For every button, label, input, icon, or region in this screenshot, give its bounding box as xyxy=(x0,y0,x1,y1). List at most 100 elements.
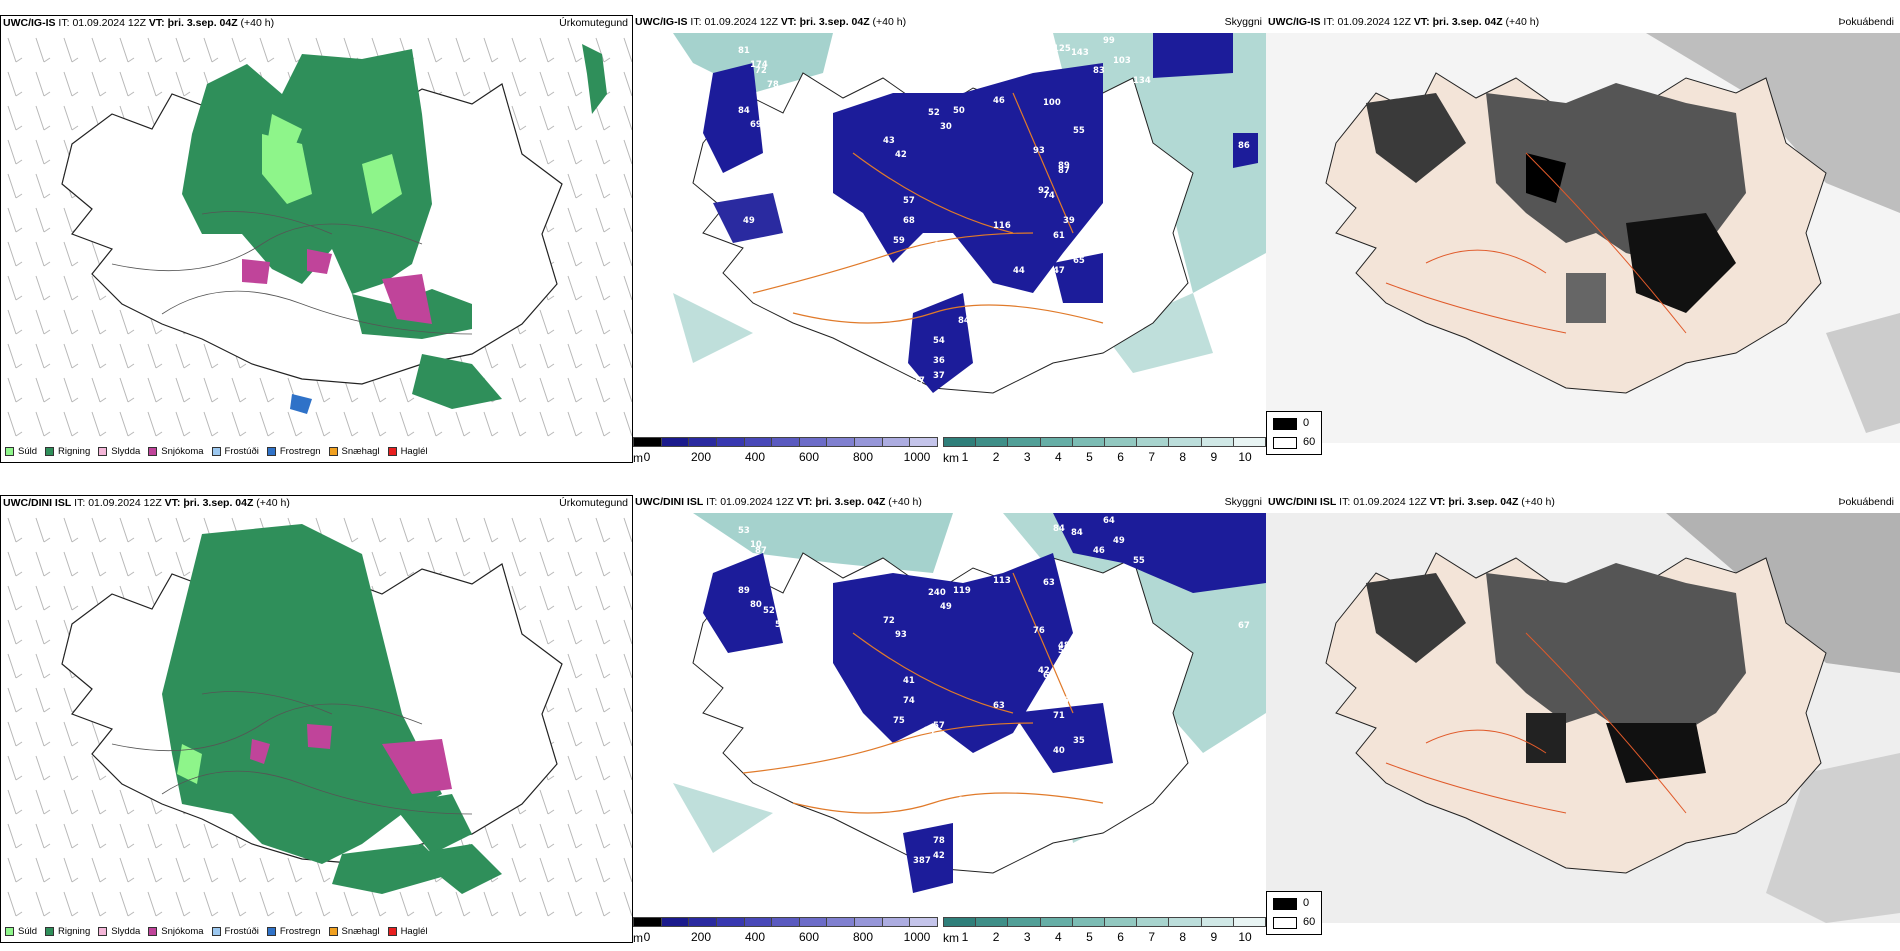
ceiling-value-label: 49 xyxy=(743,696,755,706)
legend-item: Frostúði xyxy=(211,926,259,937)
legend-item: Frostúði xyxy=(211,446,259,457)
ceiling-ticks: 0 200 400 600 800 1000 xyxy=(644,450,937,466)
ceiling-value-label: 50 xyxy=(923,768,935,778)
ceiling-value-label: 55 xyxy=(1133,556,1145,566)
ceiling-value-label: 55 xyxy=(1073,126,1085,136)
precip-legend-row2: Súld Rigning Slydda Snjókoma Frostúði Fr… xyxy=(5,926,428,937)
visibility-bar-step xyxy=(1137,918,1170,926)
ceiling-value-label: 84 xyxy=(1071,528,1083,538)
visibility-tick: 9 xyxy=(1210,450,1218,464)
ceiling-value-label: 40 xyxy=(923,246,935,256)
ceiling-value-label: 87 xyxy=(755,546,767,556)
fog-legend-high: 0 xyxy=(1303,897,1310,909)
visibility-bar-step xyxy=(1169,438,1202,446)
ceiling-value-label: 116 xyxy=(993,221,1011,231)
ceiling-value-label: 42 xyxy=(933,851,945,861)
ceiling-value-label: 46 xyxy=(1093,546,1105,556)
ceiling-value-label: 47 xyxy=(1053,266,1065,276)
ceiling-value-label: 41 xyxy=(903,676,915,686)
visibility-bar xyxy=(943,437,1266,447)
legend-item: Haglél xyxy=(387,926,428,937)
visibility-tick: 9 xyxy=(1210,930,1218,944)
fog-legend-swatch-high xyxy=(1273,898,1297,910)
legend-item: Snæhagl xyxy=(328,446,380,457)
fog-legend-row2: 0 60 xyxy=(1266,891,1322,935)
ceiling-tick: 800 xyxy=(852,930,874,944)
ceiling-value-label: 36 xyxy=(933,356,945,366)
precip-header-row1: UWC/IG-IS IT: 01.09.2024 12Z VT: þri. 3.… xyxy=(3,17,275,29)
visibility-bar-step xyxy=(1233,918,1266,926)
ceiling-value-label: 41 xyxy=(933,241,945,251)
ceiling-value-label: 100 xyxy=(1043,98,1061,108)
ceiling-value-label: 48 xyxy=(1058,641,1070,651)
ceiling-value-label: 51 xyxy=(928,746,940,756)
ceiling-value-label: 50 xyxy=(953,106,965,116)
legend-item: Frostregn xyxy=(266,926,321,937)
visibility-unit: km xyxy=(943,931,959,945)
ceiling-value-label: 174 xyxy=(750,60,768,70)
ceiling-value-label: 93 xyxy=(1033,146,1045,156)
visibility-bar-step xyxy=(1169,918,1202,926)
ceiling-value-label: 72 xyxy=(883,616,895,626)
ceiling-value-label: 42 xyxy=(1038,666,1050,676)
visibility-tick: 3 xyxy=(1023,450,1031,464)
ceiling-value-label: 67 xyxy=(1043,671,1055,681)
ceiling-value-label: 81 xyxy=(738,46,750,56)
visibility-tick: 10 xyxy=(1238,450,1252,464)
ceiling-value-label: 57 xyxy=(933,721,945,731)
visibility-bar-step xyxy=(1040,438,1073,446)
ceiling-bar xyxy=(633,917,938,927)
ceiling-value-label: 71 xyxy=(1053,711,1065,721)
fog-panel-row2: UWC/DINI ISL IT: 01.09.2024 12Z VT: þri.… xyxy=(1266,495,1900,943)
fog-legend-swatch-low xyxy=(1273,917,1297,929)
legend-item: Slydda xyxy=(98,446,140,457)
ceiling-bar-step xyxy=(799,438,828,446)
visibility-tick: 8 xyxy=(1179,450,1187,464)
visibility-tick: 2 xyxy=(992,930,1000,944)
ceiling-tick: 400 xyxy=(744,450,766,464)
fog-legend-swatch-low xyxy=(1273,437,1297,449)
ceiling-tick: 200 xyxy=(690,930,712,944)
ceiling-tick: 600 xyxy=(798,450,820,464)
visibility-bar-step xyxy=(944,438,977,446)
ceiling-value-label: 92 xyxy=(1038,186,1050,196)
legend-item: Slydda xyxy=(98,926,140,937)
visibility-bar-step xyxy=(1072,918,1106,926)
ceiling-value-label: 49 xyxy=(1113,536,1125,546)
ceiling-value-label: 57 xyxy=(1063,696,1075,706)
ceiling-value-label: 61 xyxy=(1053,231,1065,241)
fog-header-row2: UWC/DINI ISL IT: 01.09.2024 12Z VT: þri.… xyxy=(1268,496,1555,508)
visibility-tick: 4 xyxy=(1054,450,1062,464)
ceiling-colorbar-row2: m 0 200 400 600 800 1000 xyxy=(633,917,943,951)
ceiling-value-label: 91 xyxy=(958,796,970,806)
ceiling-value-label: 87 xyxy=(767,560,779,570)
visibility-unit: km xyxy=(943,451,959,465)
legend-item: Súld xyxy=(5,926,37,937)
ceiling-value-label: 39 xyxy=(928,266,940,276)
visibility-bar-step xyxy=(944,918,977,926)
ceiling-value-label: 66 xyxy=(883,754,895,764)
ceiling-value-label: 56 xyxy=(775,620,787,630)
ceiling-bar-step xyxy=(882,438,911,446)
fog-legend-low: 60 xyxy=(1303,916,1316,928)
ceiling-ticks: 0 200 400 600 800 1000 xyxy=(644,930,937,946)
ceiling-value-label: 57 xyxy=(903,196,915,206)
ceiling-value-label: 27 xyxy=(913,376,925,386)
visibility-bar-step xyxy=(1201,438,1234,446)
ceiling-value-label: 119 xyxy=(953,586,971,596)
ceiling-value-label: 165 xyxy=(923,288,941,298)
ceiling-value-label: 80 xyxy=(750,600,762,610)
ceiling-bar-step xyxy=(661,918,690,926)
ceiling-bar-step xyxy=(855,438,883,446)
fog-panel-row1: UWC/IG-IS IT: 01.09.2024 12Z VT: þri. 3.… xyxy=(1266,15,1900,463)
visibility-tick: 7 xyxy=(1148,450,1155,464)
visibility-bar-step xyxy=(1008,438,1041,446)
ceiling-value-label: 71 xyxy=(1073,606,1085,616)
precip-map-row1 xyxy=(2,34,632,444)
ceiling-bar-step xyxy=(772,438,800,446)
ceiling-bar-step xyxy=(827,438,856,446)
visibility-bar-step xyxy=(976,438,1009,446)
legend-item: Rigning xyxy=(45,446,90,457)
ceiling-value-label: 134 xyxy=(1133,76,1151,86)
ceiling-value-label: 30 xyxy=(940,122,952,132)
